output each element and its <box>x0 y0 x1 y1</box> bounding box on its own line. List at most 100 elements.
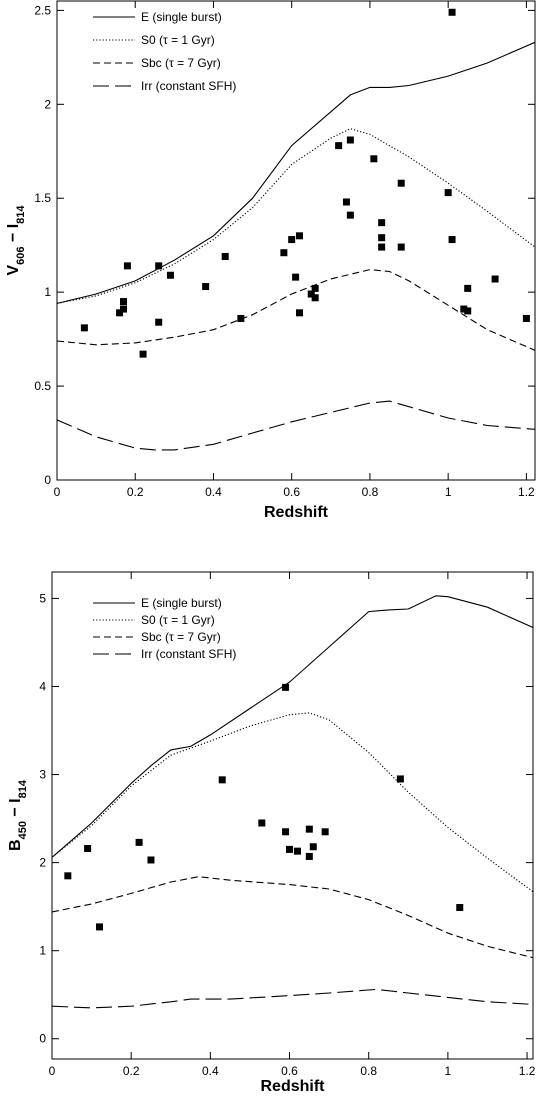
data-point <box>321 828 329 836</box>
data-point <box>237 314 245 322</box>
legend-label: S0 (τ = 1 Gyr) <box>141 33 215 47</box>
curve <box>57 41 535 304</box>
data-point <box>166 271 174 279</box>
data-point <box>155 262 163 270</box>
data-point <box>305 825 313 833</box>
data-point <box>293 847 301 855</box>
legend-label: Irr (constant SFH) <box>141 647 236 661</box>
data-point <box>147 856 155 864</box>
data-point <box>282 828 290 836</box>
legend-label: Sbc (τ = 7 Gyr) <box>141 56 221 70</box>
data-point <box>280 249 288 257</box>
curve <box>57 400 535 451</box>
x-tick-label: 0.8 <box>362 485 379 499</box>
curve <box>57 269 535 351</box>
legend-label: Sbc (τ = 7 Gyr) <box>141 630 221 644</box>
y-tick-label: 2.5 <box>34 3 51 17</box>
x-tick-label: 0.6 <box>283 485 300 499</box>
data-point <box>84 845 92 853</box>
data-point <box>202 283 210 291</box>
data-point <box>396 775 404 783</box>
y-axis-label-part: V <box>5 265 22 276</box>
data-point <box>116 309 124 317</box>
data-point <box>221 252 229 260</box>
y-axis-label-part: I <box>7 798 24 802</box>
data-point <box>378 219 386 227</box>
data-point <box>119 298 127 306</box>
data-point <box>464 284 472 292</box>
y-tick-label: 5 <box>39 591 46 605</box>
data-point <box>378 234 386 242</box>
data-point <box>342 198 350 206</box>
data-point <box>311 284 319 292</box>
y-tick-label: 1.5 <box>34 191 51 205</box>
plot-frame <box>51 571 534 1060</box>
data-point <box>397 179 405 187</box>
data-point <box>135 838 143 846</box>
y-tick-label: 2 <box>39 856 46 870</box>
y-axis-label-part: 814 <box>17 779 29 798</box>
data-point <box>80 324 88 332</box>
x-tick-label: 0.4 <box>205 485 222 499</box>
data-point <box>491 275 499 283</box>
data-point <box>456 904 464 912</box>
legend-label: Irr (constant SFH) <box>141 79 236 93</box>
data-point <box>282 683 290 691</box>
y-axis-label-part: − <box>5 228 22 246</box>
y-tick-label: 4 <box>39 679 46 693</box>
curve <box>52 595 533 858</box>
plot-frame <box>56 0 536 481</box>
y-axis-label: B450 − I814 <box>7 779 29 851</box>
data-point <box>309 843 317 851</box>
data-point <box>346 136 354 144</box>
data-point <box>286 845 294 853</box>
y-tick-label: 0 <box>44 473 51 487</box>
legend-label: E (single burst) <box>141 10 222 24</box>
data-point <box>218 776 226 784</box>
data-point <box>155 318 163 326</box>
y-tick-label: 3 <box>39 768 46 782</box>
y-axis-label-part: 606 <box>15 247 27 265</box>
y-axis-label: V606 − I814 <box>5 205 27 276</box>
curve <box>52 712 533 893</box>
data-point <box>346 211 354 219</box>
data-point <box>296 232 304 240</box>
data-point <box>119 305 127 313</box>
legend-label: E (single burst) <box>141 596 222 610</box>
data-point <box>96 923 104 931</box>
y-axis-label-part: − <box>7 803 24 821</box>
curve <box>52 988 533 1009</box>
x-tick-label: 0.2 <box>123 1064 140 1078</box>
y-tick-label: 1 <box>44 285 51 299</box>
y-axis-label-part: 814 <box>15 205 27 224</box>
data-point <box>305 852 313 860</box>
data-point <box>460 305 468 313</box>
y-axis-label-part: I <box>5 224 22 228</box>
x-tick-label: 1.2 <box>519 1064 536 1078</box>
x-tick-label: 0.4 <box>202 1064 219 1078</box>
y-tick-label: 0 <box>39 1032 46 1046</box>
data-point <box>335 142 343 150</box>
y-tick-label: 0.5 <box>34 379 51 393</box>
x-axis-label: Redshift <box>264 504 329 521</box>
data-point <box>464 307 472 315</box>
x-tick-label: 1 <box>445 1064 452 1078</box>
data-point <box>258 819 266 827</box>
legend-label: S0 (τ = 1 Gyr) <box>141 613 215 627</box>
y-tick-label: 1 <box>39 944 46 958</box>
data-point <box>448 8 456 16</box>
x-tick-label: 0.2 <box>127 485 144 499</box>
data-point <box>448 236 456 244</box>
data-point <box>292 273 300 281</box>
y-tick-label: 2 <box>44 97 51 111</box>
x-tick-label: 1.2 <box>518 485 535 499</box>
data-point <box>139 350 147 358</box>
x-tick-label: 0.6 <box>281 1064 298 1078</box>
data-point <box>444 189 452 197</box>
data-point <box>64 872 72 880</box>
curve <box>52 876 533 959</box>
x-axis-label: Redshift <box>261 1078 326 1095</box>
data-point <box>370 155 378 163</box>
